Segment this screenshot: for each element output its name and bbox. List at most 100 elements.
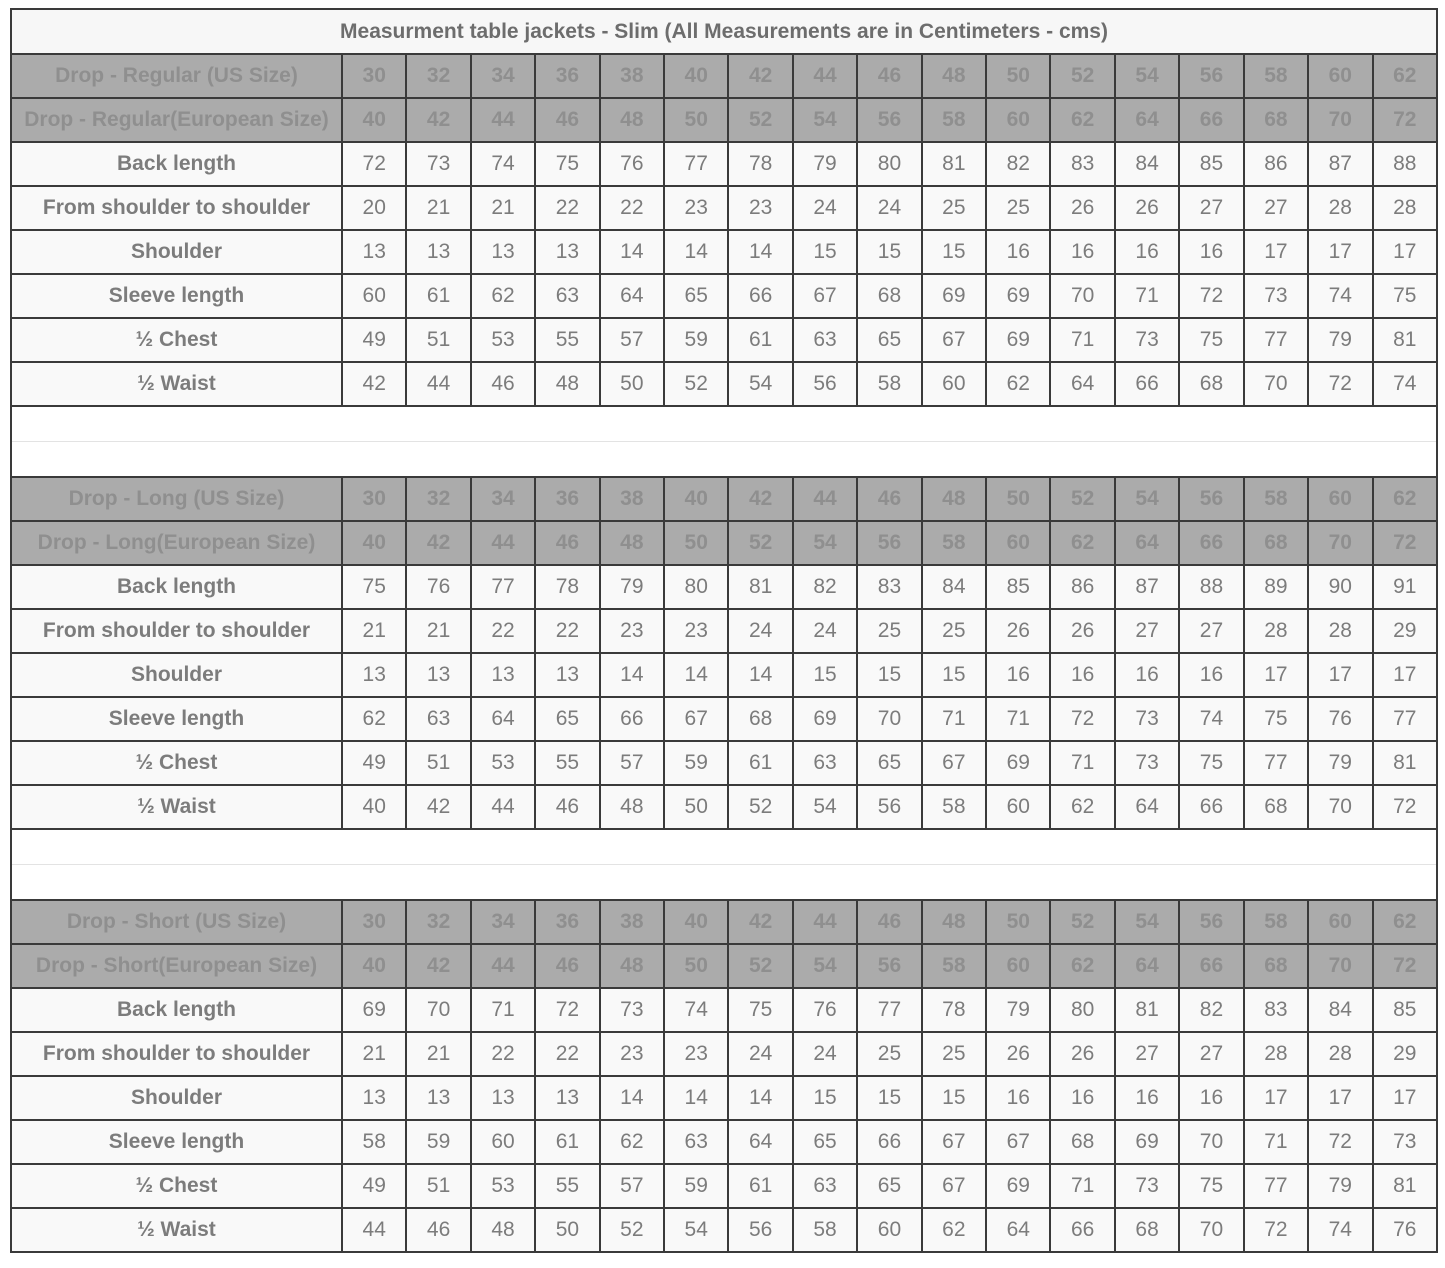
measurement-value-cell: 26 — [1049, 608, 1116, 654]
eu-size-cell: 46 — [534, 520, 601, 566]
eu-size-cell: 64 — [1113, 943, 1181, 989]
measurement-value-cell: 72 — [534, 987, 601, 1033]
us-size-cell: 40 — [663, 53, 730, 99]
measurement-value-cell: 14 — [663, 652, 730, 698]
measurement-value-cell: 60 — [340, 273, 408, 319]
measurement-value-cell: 51 — [405, 1163, 472, 1209]
us-size-header-label: Drop - Long (US Size) — [10, 476, 343, 522]
eu-size-cell: 40 — [340, 97, 408, 143]
measurement-value-cell: 80 — [1049, 987, 1116, 1033]
us-size-cell: 44 — [791, 899, 859, 945]
measurement-value-cell: 86 — [1049, 564, 1116, 610]
measurement-value-cell: 15 — [791, 229, 859, 275]
measurement-row-label: ½ Chest — [10, 740, 343, 786]
measurement-value-cell: 66 — [1113, 361, 1181, 407]
measurement-value-cell: 29 — [1371, 608, 1438, 654]
measurement-value-cell: 16 — [1113, 229, 1181, 275]
measurement-value-cell: 88 — [1371, 141, 1438, 187]
measurement-value-cell: 63 — [405, 696, 472, 742]
measurement-value-cell: 62 — [598, 1119, 666, 1165]
measurement-value-cell: 14 — [598, 652, 666, 698]
measurement-value-cell: 67 — [920, 1163, 988, 1209]
eu-size-cell: 52 — [727, 943, 794, 989]
measurement-value-cell: 72 — [1307, 361, 1374, 407]
measurement-value-cell: 28 — [1307, 185, 1374, 231]
us-size-cell: 58 — [1242, 53, 1310, 99]
measurement-value-cell: 71 — [985, 696, 1052, 742]
measurement-value-cell: 67 — [985, 1119, 1052, 1165]
measurement-value-cell: 23 — [663, 608, 730, 654]
measurement-value-cell: 59 — [405, 1119, 472, 1165]
measurement-row: ½ Chest 49 51 53 55 57 59 61 63 65 67 69 71 73 75 77 79 8… — [10, 1163, 1438, 1209]
measurement-value-cell: 42 — [340, 361, 408, 407]
measurement-value-cell: 74 — [1307, 273, 1374, 319]
measurement-value-cell: 61 — [727, 740, 794, 786]
measurement-row: Sleeve length 62 63 64 65 66 67 68 69 70 71 71 72 73 7… — [10, 696, 1438, 742]
measurement-value-cell: 63 — [791, 1163, 859, 1209]
measurement-value-cell: 61 — [405, 273, 472, 319]
measurement-value-cell: 62 — [469, 273, 537, 319]
measurement-value-cell: 44 — [340, 1207, 408, 1253]
measurement-value-cell: 17 — [1307, 652, 1374, 698]
measurement-value-cell: 48 — [598, 784, 666, 830]
measurement-value-cell: 75 — [1178, 1163, 1245, 1209]
eu-size-cell: 64 — [1113, 520, 1181, 566]
measurement-value-cell: 26 — [985, 1031, 1052, 1077]
measurement-value-cell: 64 — [469, 696, 537, 742]
measurement-row: Back length 72 73 74 75 76 77 78 79 80 81 82 83 84 85 8… — [10, 141, 1438, 187]
eu-size-cell: 54 — [791, 520, 859, 566]
measurement-value-cell: 81 — [1371, 317, 1438, 363]
eu-size-cell: 58 — [920, 97, 988, 143]
measurement-row: ½ Chest 49 51 53 55 57 59 61 63 65 67 69 71 73 75 77 79 8… — [10, 740, 1438, 786]
measurement-value-cell: 21 — [340, 608, 408, 654]
measurement-value-cell: 81 — [1371, 740, 1438, 786]
measurement-value-cell: 63 — [791, 317, 859, 363]
measurement-value-cell: 76 — [791, 987, 859, 1033]
eu-size-header-label: Drop - Short(European Size) — [10, 943, 343, 989]
us-size-cell: 38 — [598, 899, 666, 945]
us-size-cell: 42 — [727, 53, 794, 99]
measurement-value-cell: 64 — [1113, 784, 1181, 830]
eu-size-cell: 66 — [1178, 97, 1245, 143]
measurement-value-cell: 77 — [1242, 317, 1310, 363]
measurement-value-cell: 23 — [598, 608, 666, 654]
eu-size-cell: 48 — [598, 943, 666, 989]
measurement-row-label: ½ Waist — [10, 1207, 343, 1253]
measurement-value-cell: 53 — [469, 740, 537, 786]
us-size-cell: 40 — [663, 476, 730, 522]
measurement-row: From shoulder to shoulder 20 21 21 22 22 23 23 2… — [10, 185, 1438, 231]
measurement-value-cell: 74 — [1307, 1207, 1374, 1253]
measurement-value-cell: 60 — [856, 1207, 923, 1253]
measurement-value-cell: 13 — [534, 1075, 601, 1121]
measurement-value-cell: 56 — [791, 361, 859, 407]
measurement-value-cell: 73 — [1371, 1119, 1438, 1165]
measurement-value-cell: 56 — [727, 1207, 794, 1253]
eu-size-cell: 64 — [1113, 97, 1181, 143]
us-size-cell: 60 — [1307, 899, 1374, 945]
measurement-row-label: Shoulder — [10, 229, 343, 275]
measurement-value-cell: 74 — [663, 987, 730, 1033]
measurement-value-cell: 21 — [340, 1031, 408, 1077]
measurement-row-label: Shoulder — [10, 1075, 343, 1121]
measurement-value-cell: 75 — [727, 987, 794, 1033]
measurement-value-cell: 81 — [1371, 1163, 1438, 1209]
measurement-value-cell: 68 — [1049, 1119, 1116, 1165]
us-size-cell: 50 — [985, 476, 1052, 522]
us-size-cell: 54 — [1113, 899, 1181, 945]
measurement-value-cell: 77 — [1371, 696, 1438, 742]
us-size-cell: 54 — [1113, 53, 1181, 99]
measurement-value-cell: 65 — [663, 273, 730, 319]
measurement-value-cell: 13 — [469, 229, 537, 275]
eu-size-cell: 52 — [727, 97, 794, 143]
measurement-value-cell: 75 — [1178, 740, 1245, 786]
measurement-value-cell: 25 — [856, 608, 923, 654]
measurement-value-cell: 73 — [1113, 740, 1181, 786]
measurement-value-cell: 72 — [1371, 784, 1438, 830]
us-size-cell: 30 — [340, 899, 408, 945]
eu-size-cell: 56 — [856, 943, 923, 989]
us-size-cell: 62 — [1371, 899, 1438, 945]
measurement-value-cell: 73 — [1242, 273, 1310, 319]
measurement-value-cell: 58 — [340, 1119, 408, 1165]
eu-size-cell: 54 — [791, 943, 859, 989]
measurement-value-cell: 69 — [985, 740, 1052, 786]
